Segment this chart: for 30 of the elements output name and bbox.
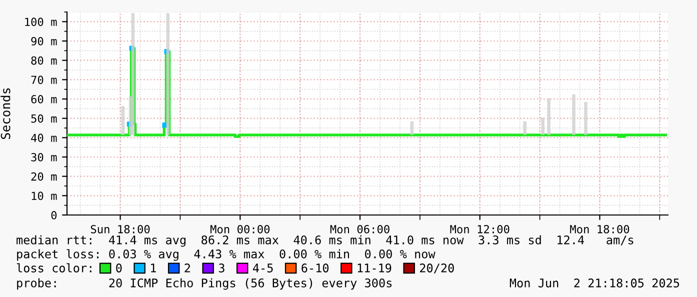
legend-label: 20/20 [420, 264, 454, 274]
y-tick-label: 40 m [31, 134, 57, 142]
text: Mon Jun 2 21:18:05 2025 [510, 278, 680, 288]
y-tick-label: 70 m [31, 76, 57, 84]
y-tick-label: 30 m [31, 153, 57, 162]
legend-title: loss color: [16, 263, 92, 272]
text: probe: 20 ICMP Echo Pings (56 Bytes) every 300s [17, 278, 392, 290]
legend-label: 2 [184, 264, 190, 272]
legend-label: 6-10 [302, 264, 329, 272]
x-tick-label: Mon 12:00 [450, 224, 510, 234]
legend-label: 4-5 [252, 264, 273, 272]
y-tick-label: 90 m [31, 37, 57, 46]
y-tick-label: 100 m [25, 18, 57, 26]
y-tick-label: 0 [51, 211, 57, 220]
y-tick-label: 10 m [32, 192, 57, 200]
y-axis-title: Seconds [0, 88, 10, 139]
y-tick-label: 60 m [31, 95, 57, 104]
x-tick-label: Mon 06:00 [330, 224, 390, 234]
legend-label: 0 [116, 264, 122, 272]
x-tick-label: Mon 00:00 [210, 224, 270, 234]
legend-label: 11-19 [358, 264, 392, 272]
legend-label: 1 [151, 264, 156, 272]
text: median rtt: 41.4 ms avg 86.2 ms max 40.6 ms min 41.0 ms now 3.3 ms sd 12.4 am/s [16, 235, 634, 247]
y-tick-label: 50 m [31, 114, 57, 123]
x-tick-label: Sun 18:00 [90, 224, 150, 234]
y-tick-label: 80 m [31, 56, 57, 65]
y-tick-label: 20 m [31, 172, 57, 181]
x-tick-label: Mon 18:00 [570, 224, 630, 234]
text: packet loss: 0.03 % avg 4.43 % max 0.00 % min 0.00 % now [17, 249, 436, 261]
legend-label: 3 [218, 264, 224, 272]
